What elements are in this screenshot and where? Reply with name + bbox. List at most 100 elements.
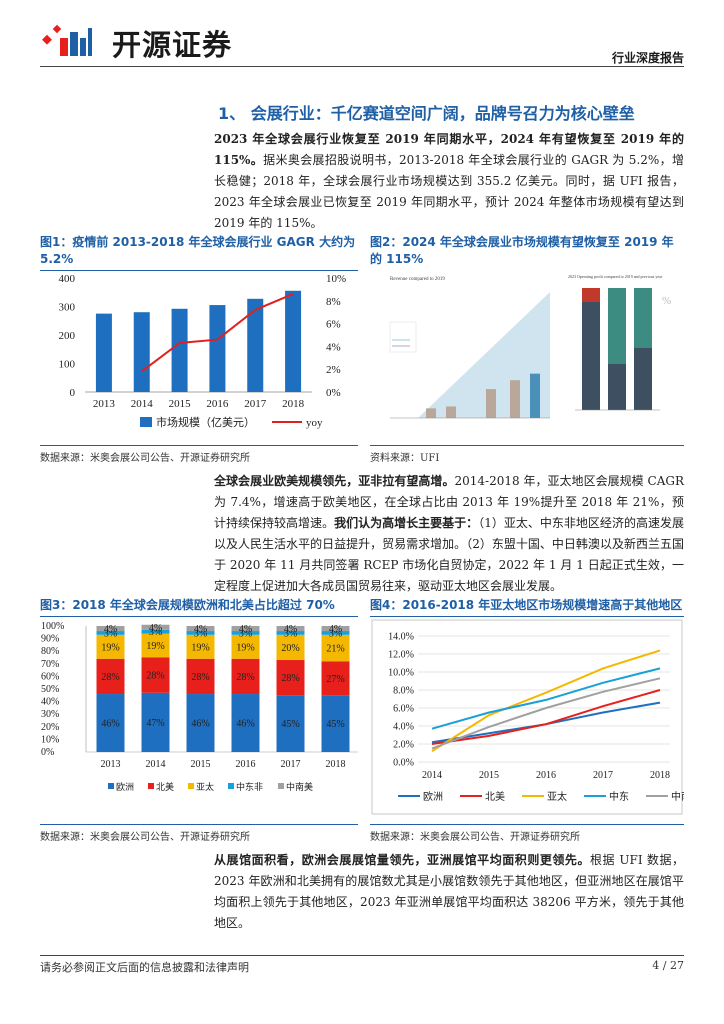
fig3-bar-segment [186, 634, 215, 659]
fig4-legend-label: 欧洲 [423, 791, 443, 803]
fig1-legend-label: 市场规模（亿美元） [156, 415, 255, 429]
p2-bold2: 我们认为高增长主要基于： [334, 516, 479, 530]
fig3-bar-segment [231, 631, 260, 635]
fig1-xtick-label: 2014 [131, 398, 154, 410]
p1-rest: 据米奥会展招股说明书，2013-2018 年全球会展行业的 GAGR 为 5.2… [214, 153, 684, 230]
fig1-title: 图1：疫情前 2013-2018 年全球会展行业 GAGR 大约为 5.2% [40, 234, 358, 271]
fig2-chart: Revenue compared to 2019 2023 Operating … [370, 270, 684, 438]
fig3-data-label: 3% [329, 628, 342, 639]
fig3-legend-label: 欧洲 [116, 781, 134, 792]
fig3-data-label: 21% [326, 644, 344, 655]
fig3-data-label: 3% [194, 628, 207, 639]
fig4-ytick-label: 14.0% [388, 632, 414, 643]
fig3-data-label: 45% [281, 719, 299, 730]
p3-bold: 从展馆面积看，欧洲会展展馆量领先，亚洲展馆平均面积则更领先。 [214, 853, 590, 867]
fig3-legend-swatch [278, 783, 284, 789]
p1-bold: 2023 年全球会展行业恢复至 2019 年同期水平，2024 年有望恢复至 2… [214, 132, 684, 167]
fig1-bar [209, 305, 226, 392]
fig1-ytick-label: 300 [59, 302, 76, 314]
fig2-box [389, 321, 417, 353]
fig3-bar-segment [276, 626, 305, 632]
fig3-bar-segment [141, 624, 170, 630]
fig3-ytick-label: 10% [41, 734, 59, 745]
p3-rest: 根据 UFI 数据，2023 年欧洲和北美拥有的展馆数尤其是小展馆数领先于其他地… [214, 853, 684, 930]
fig4-legend-label: 中东 [609, 790, 629, 803]
fig1-xtick-label: 2013 [93, 398, 116, 410]
fig4-legend-label: 北美 [485, 790, 505, 803]
fig4-legend-label: 中南美 [671, 790, 684, 803]
fig1-legend-label: yoy [306, 417, 323, 429]
fig3-bar-segment [231, 694, 260, 752]
fig3-bar-segment [141, 692, 170, 752]
fig3-bar-segment [96, 634, 125, 659]
fig3-xtick-label: 2013 [101, 759, 121, 770]
fig3-bar-segment [231, 658, 260, 695]
fig3-data-label: 4% [104, 624, 117, 635]
fig3-bar-segment [321, 626, 350, 632]
fig3-ytick-label: 20% [41, 722, 59, 733]
fig3-legend-label: 中东非 [236, 781, 263, 792]
fig3-legend-swatch [228, 783, 234, 789]
fig1-bar [95, 313, 112, 392]
fig3-bar-segment [321, 695, 350, 752]
fig3-data-label: 28% [236, 672, 254, 683]
fig4-chart: 0.0% 2.0% 4.0% 6.0% 8.0% 10.0% 12.0% 14.0% 2014 2… [371, 619, 684, 815]
fig2-pct-mark: % [662, 295, 671, 307]
fig1-ytick-label: 400 [59, 273, 76, 285]
fig4-xtick-label: 2016 [536, 770, 556, 781]
fig1-legend-swatch-bar [140, 417, 152, 427]
fig1-ytick-label: 200 [59, 330, 76, 342]
paragraph-1: 2023 年全球会展行业恢复至 2019 年同期水平，2024 年有望恢复至 2… [214, 129, 684, 234]
fig4-ytick-label: 10.0% [388, 668, 414, 679]
fig2-bar [530, 373, 540, 418]
fig3-bar-segment [96, 658, 125, 695]
fig3-title: 图3：2018 年全球会展规模欧洲和北美占比超过 70% [40, 597, 358, 617]
fig1-y2tick-label: 6% [326, 319, 341, 331]
p2-rest: （1）亚太、中东非地区经济的高速发展以及人民生活水平的日益提升，贸易需求增加。（… [214, 516, 684, 593]
fig4-frame [371, 619, 683, 815]
fig4-series-line [431, 677, 661, 750]
fig3-bar-segment [276, 631, 305, 635]
fig4-xtick-label: 2015 [479, 770, 499, 781]
header-divider [40, 66, 684, 67]
fig3-bar-segment [276, 660, 305, 696]
fig3-data-label: 3% [104, 628, 117, 639]
fig4-ytick-label: 0.0% [393, 758, 414, 769]
fig4-ytick-label: 4.0% [393, 722, 414, 733]
fig1-y2tick-label: 0% [326, 387, 341, 399]
fig2-inner-title-right: 2023 Operating profit compared to 2019 a… [568, 274, 663, 279]
fig1-chart: 0 100 200 300 400 0% 2% 4% 6% 8% 10% 2013 2014 2015 20… [59, 273, 347, 429]
fig1-y2tick-label: 8% [326, 296, 341, 308]
fig2-bar [426, 408, 436, 418]
fig3-bar-segment [321, 661, 350, 696]
fig3-bar-segment [231, 626, 260, 632]
fig1-xtick-label: 2016 [206, 398, 229, 410]
footer-divider [40, 955, 684, 956]
fig3-xtick-label: 2018 [326, 759, 346, 770]
fig3-bar-segment [96, 694, 125, 752]
fig3-bar-segment [276, 695, 305, 752]
fig3-bar-segment [231, 634, 260, 659]
fig4-series-line [431, 689, 661, 745]
fig3-bar-segment [96, 626, 125, 632]
footer-disclaimer: 请务必参阅正文后面的信息披露和法律声明 [40, 961, 249, 974]
fig4-source: 数据来源：米奥会展公司公告、开源证券研究所 [370, 824, 684, 843]
fig2-bar [446, 406, 456, 418]
fig4-xtick-label: 2014 [422, 770, 442, 781]
fig3-ytick-label: 40% [41, 697, 59, 708]
fig3-data-label: 19% [146, 641, 164, 652]
fig3-bar-segment [321, 634, 350, 662]
fig1-bar [171, 308, 188, 392]
fig3-xtick-label: 2014 [146, 759, 166, 770]
fig3-bar-segment [321, 631, 350, 635]
fig3-legend-label: 亚太 [196, 781, 214, 792]
p2-bold1: 全球会展业欧美规模领先，亚非拉有望高增。 [214, 474, 455, 488]
fig2-inner-title-left: Revenue compared to 2019 [390, 277, 445, 282]
fig1-xtick-label: 2018 [282, 398, 305, 410]
fig1-bar [247, 298, 264, 392]
fig3-ytick-label: 100% [41, 621, 64, 632]
fig3-data-label: 4% [149, 623, 162, 634]
fig2-right-seg-2 [608, 288, 626, 364]
fig3-legend-swatch [108, 783, 114, 789]
fig1-yoy-line [141, 293, 294, 373]
